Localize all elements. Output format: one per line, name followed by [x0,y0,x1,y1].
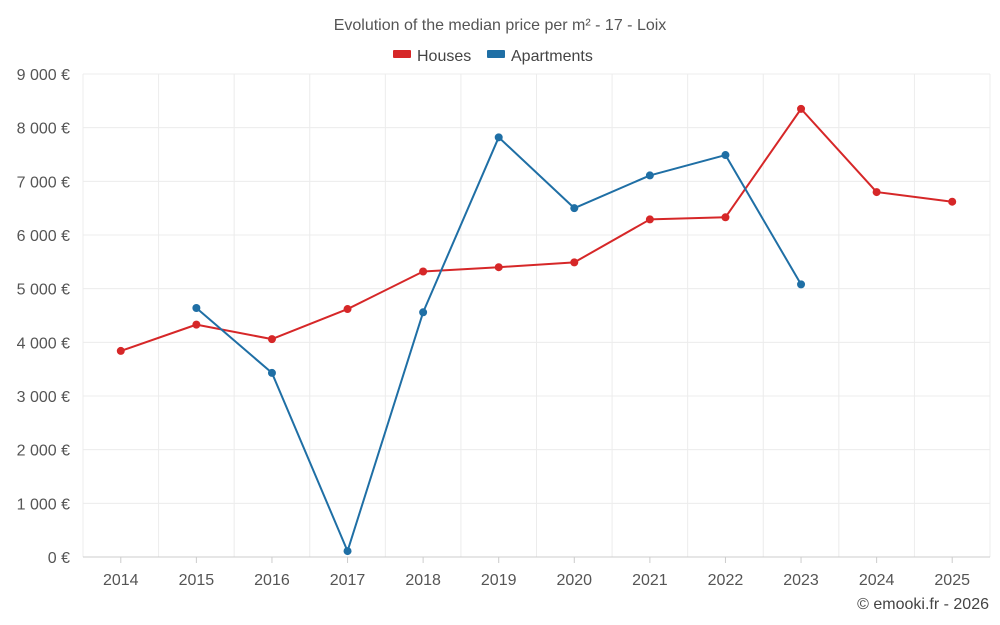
x-tick-label: 2017 [330,572,366,589]
x-tick-label: 2014 [103,572,139,589]
data-point-apartments [419,308,428,317]
x-tick-label: 2022 [708,572,744,589]
data-point-houses [797,104,806,113]
x-tick-label: 2025 [934,572,970,589]
data-point-apartments [645,171,654,180]
x-tick-label: 2016 [254,572,290,589]
data-point-houses [116,346,125,355]
series-line-apartments [195,136,802,553]
data-point-apartments [343,547,352,556]
y-tick-label: 8 000 € [17,121,70,138]
y-tick-label: 4 000 € [17,335,70,352]
data-point-houses [343,305,352,314]
x-axis: 2014 2015 2016 2017 2018 2019 2020 2021 2022 2023… [83,556,990,589]
x-tick-label: 2023 [783,572,819,589]
series-layer [116,104,957,556]
x-tick-label: 2019 [481,572,517,589]
y-tick-label: 2 000 € [17,443,70,460]
data-point-houses [419,267,428,276]
y-tick-label: 7 000 € [17,174,70,191]
legend-swatch-houses [393,50,411,58]
x-tick-label: 2021 [632,572,668,589]
x-tick-label: 2018 [405,572,441,589]
data-point-apartments [570,204,579,213]
credit-text: © emooki.fr - 2026 [857,596,989,613]
legend-label-houses: Houses [417,48,471,65]
y-tick-label: 5 000 € [17,282,70,299]
x-tick-label: 2020 [556,572,592,589]
data-point-apartments [267,368,276,377]
data-point-apartments [797,280,806,289]
grid [82,73,991,557]
data-point-houses [192,320,201,329]
data-point-houses [494,263,503,272]
y-tick-label: 1 000 € [17,496,70,513]
data-point-apartments [721,151,730,160]
y-tick-label: 9 000 € [17,67,70,84]
y-tick-label: 3 000 € [17,389,70,406]
data-point-houses [570,258,579,267]
data-point-houses [645,215,654,224]
y-axis: 0 € 1 000 € 2 000 € 3 000 € 4 000 € 5 000 € 6 … [17,67,70,567]
x-tick-label: 2024 [859,572,895,589]
data-point-apartments [494,133,503,142]
data-point-houses [948,197,957,206]
legend-swatch-apartments [487,50,505,58]
data-point-houses [267,335,276,344]
series-line-houses [120,107,953,352]
x-tick-label: 2015 [179,572,215,589]
data-point-houses [872,188,881,197]
chart-title: Evolution of the median price per m² - 1… [334,17,667,34]
data-point-houses [721,213,730,222]
data-point-apartments [192,303,201,312]
legend: Houses Apartments [393,48,593,65]
legend-label-apartments: Apartments [511,48,593,65]
y-tick-label: 6 000 € [17,228,70,245]
y-tick-label: 0 € [48,550,70,567]
